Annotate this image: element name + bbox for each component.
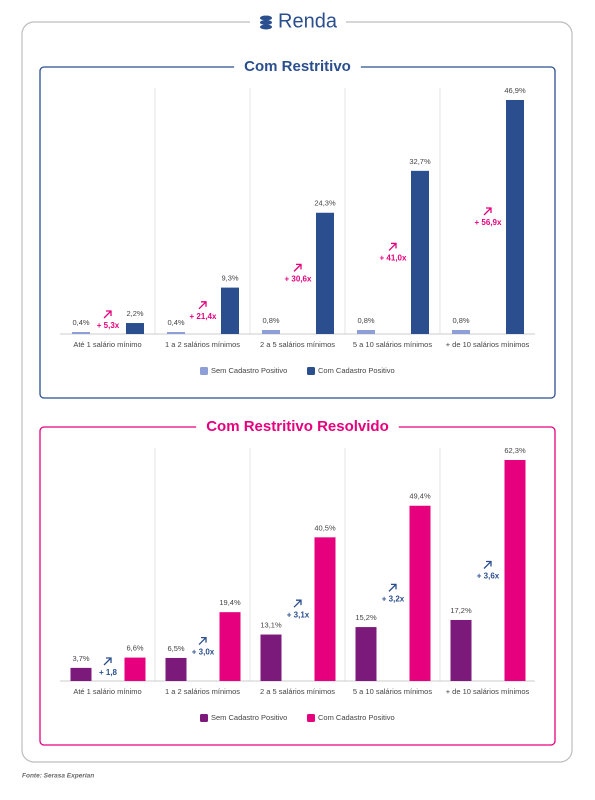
coin-icon: [260, 12, 272, 30]
bar: [409, 505, 431, 681]
bar: [450, 619, 472, 681]
legend-swatch: [307, 367, 315, 375]
value-label: 49,4%: [409, 492, 431, 501]
multiplier: + 3,0x: [192, 648, 215, 657]
legend-label: Sem Cadastro Positivo: [211, 713, 287, 722]
arrow-icon: [388, 583, 397, 592]
multiplier: + 21,4x: [190, 312, 217, 321]
value-label: 0,8%: [357, 316, 374, 325]
source: Fonte: Serasa Experian: [22, 773, 94, 780]
bar: [219, 612, 241, 681]
value-label: 0,4%: [72, 318, 89, 327]
multiplier: + 56,9x: [475, 218, 502, 227]
arrow-icon: [293, 263, 302, 272]
value-label: 0,4%: [167, 318, 184, 327]
category-label: + de 10 salários mínimos: [446, 687, 530, 696]
bar: [126, 323, 144, 334]
arrow-icon: [198, 636, 207, 646]
arrow-icon: [388, 242, 397, 251]
bar: [314, 537, 336, 681]
legend-swatch: [200, 367, 208, 375]
category-label: + de 10 salários mínimos: [446, 340, 530, 349]
value-label: 17,2%: [450, 606, 472, 615]
legend-swatch: [307, 714, 315, 722]
title-gap: [234, 58, 361, 76]
multiplier: + 3,2x: [382, 594, 405, 603]
arrow-icon: [483, 560, 492, 569]
chart-frame: [39, 426, 556, 746]
value-label: 9,3%: [221, 274, 238, 283]
arrow-icon: [103, 310, 112, 319]
arrow-icon: [483, 207, 492, 216]
bar: [260, 634, 282, 681]
value-label: 3,7%: [72, 654, 89, 663]
bar: [70, 667, 92, 681]
multiplier: + 30,6x: [285, 274, 312, 283]
category-label: Até 1 salário mínimo: [73, 687, 141, 696]
category-label: 1 a 2 salários mínimos: [165, 340, 240, 349]
category-label: 2 a 5 salários mínimos: [260, 687, 335, 696]
value-label: 2,2%: [126, 309, 143, 318]
category-label: 1 a 2 salários mínimos: [165, 687, 240, 696]
multiplier: + 3,6x: [477, 572, 500, 581]
bar: [504, 460, 526, 681]
bar: [124, 657, 146, 681]
legend-label: Sem Cadastro Positivo: [211, 366, 287, 375]
legend-label: Com Cadastro Positivo: [318, 713, 395, 722]
chart-title: Com Restritivo: [244, 58, 351, 75]
category-label: 5 a 10 salários mínimos: [353, 687, 432, 696]
bar: [506, 100, 524, 334]
bar: [355, 627, 377, 681]
arrow-icon: [198, 301, 207, 310]
value-label: 24,3%: [314, 199, 336, 208]
value-label: 15,2%: [355, 613, 377, 622]
chart-title: Com Restritivo Resolvido: [206, 418, 389, 435]
value-label: 13,1%: [260, 621, 282, 630]
bar: [452, 330, 470, 334]
value-label: 6,5%: [167, 644, 184, 653]
bar: [357, 330, 375, 334]
value-label: 32,7%: [409, 157, 431, 166]
value-label: 40,5%: [314, 523, 336, 532]
outer-frame: [21, 21, 573, 763]
category-label: 5 a 10 salários mínimos: [353, 340, 432, 349]
arrow-icon: [293, 599, 302, 608]
bar: [167, 332, 185, 334]
value-label: 0,8%: [262, 316, 279, 325]
legend-label: Com Cadastro Positivo: [318, 366, 395, 375]
value-label: 6,6%: [126, 644, 143, 653]
bar: [411, 170, 429, 334]
category-label: 2 a 5 salários mínimos: [260, 340, 335, 349]
bar: [316, 212, 334, 334]
multiplier: + 41,0x: [380, 254, 407, 263]
value-label: 0,8%: [452, 316, 469, 325]
bar: [165, 657, 187, 681]
bar: [72, 332, 90, 334]
value-label: 19,4%: [219, 598, 241, 607]
page-title: Renda: [278, 10, 338, 32]
legend-swatch: [200, 714, 208, 722]
bar: [262, 330, 280, 334]
arrow-icon: [103, 657, 112, 666]
multiplier: + 1,8: [99, 668, 118, 677]
value-label: 46,9%: [504, 86, 526, 95]
value-label: 62,3%: [504, 446, 526, 455]
category-label: Até 1 salário mínimo: [73, 340, 141, 349]
bar: [221, 287, 239, 334]
multiplier: + 5,3x: [97, 321, 120, 330]
title-gap: [196, 418, 399, 436]
multiplier: + 3,1x: [287, 610, 310, 619]
